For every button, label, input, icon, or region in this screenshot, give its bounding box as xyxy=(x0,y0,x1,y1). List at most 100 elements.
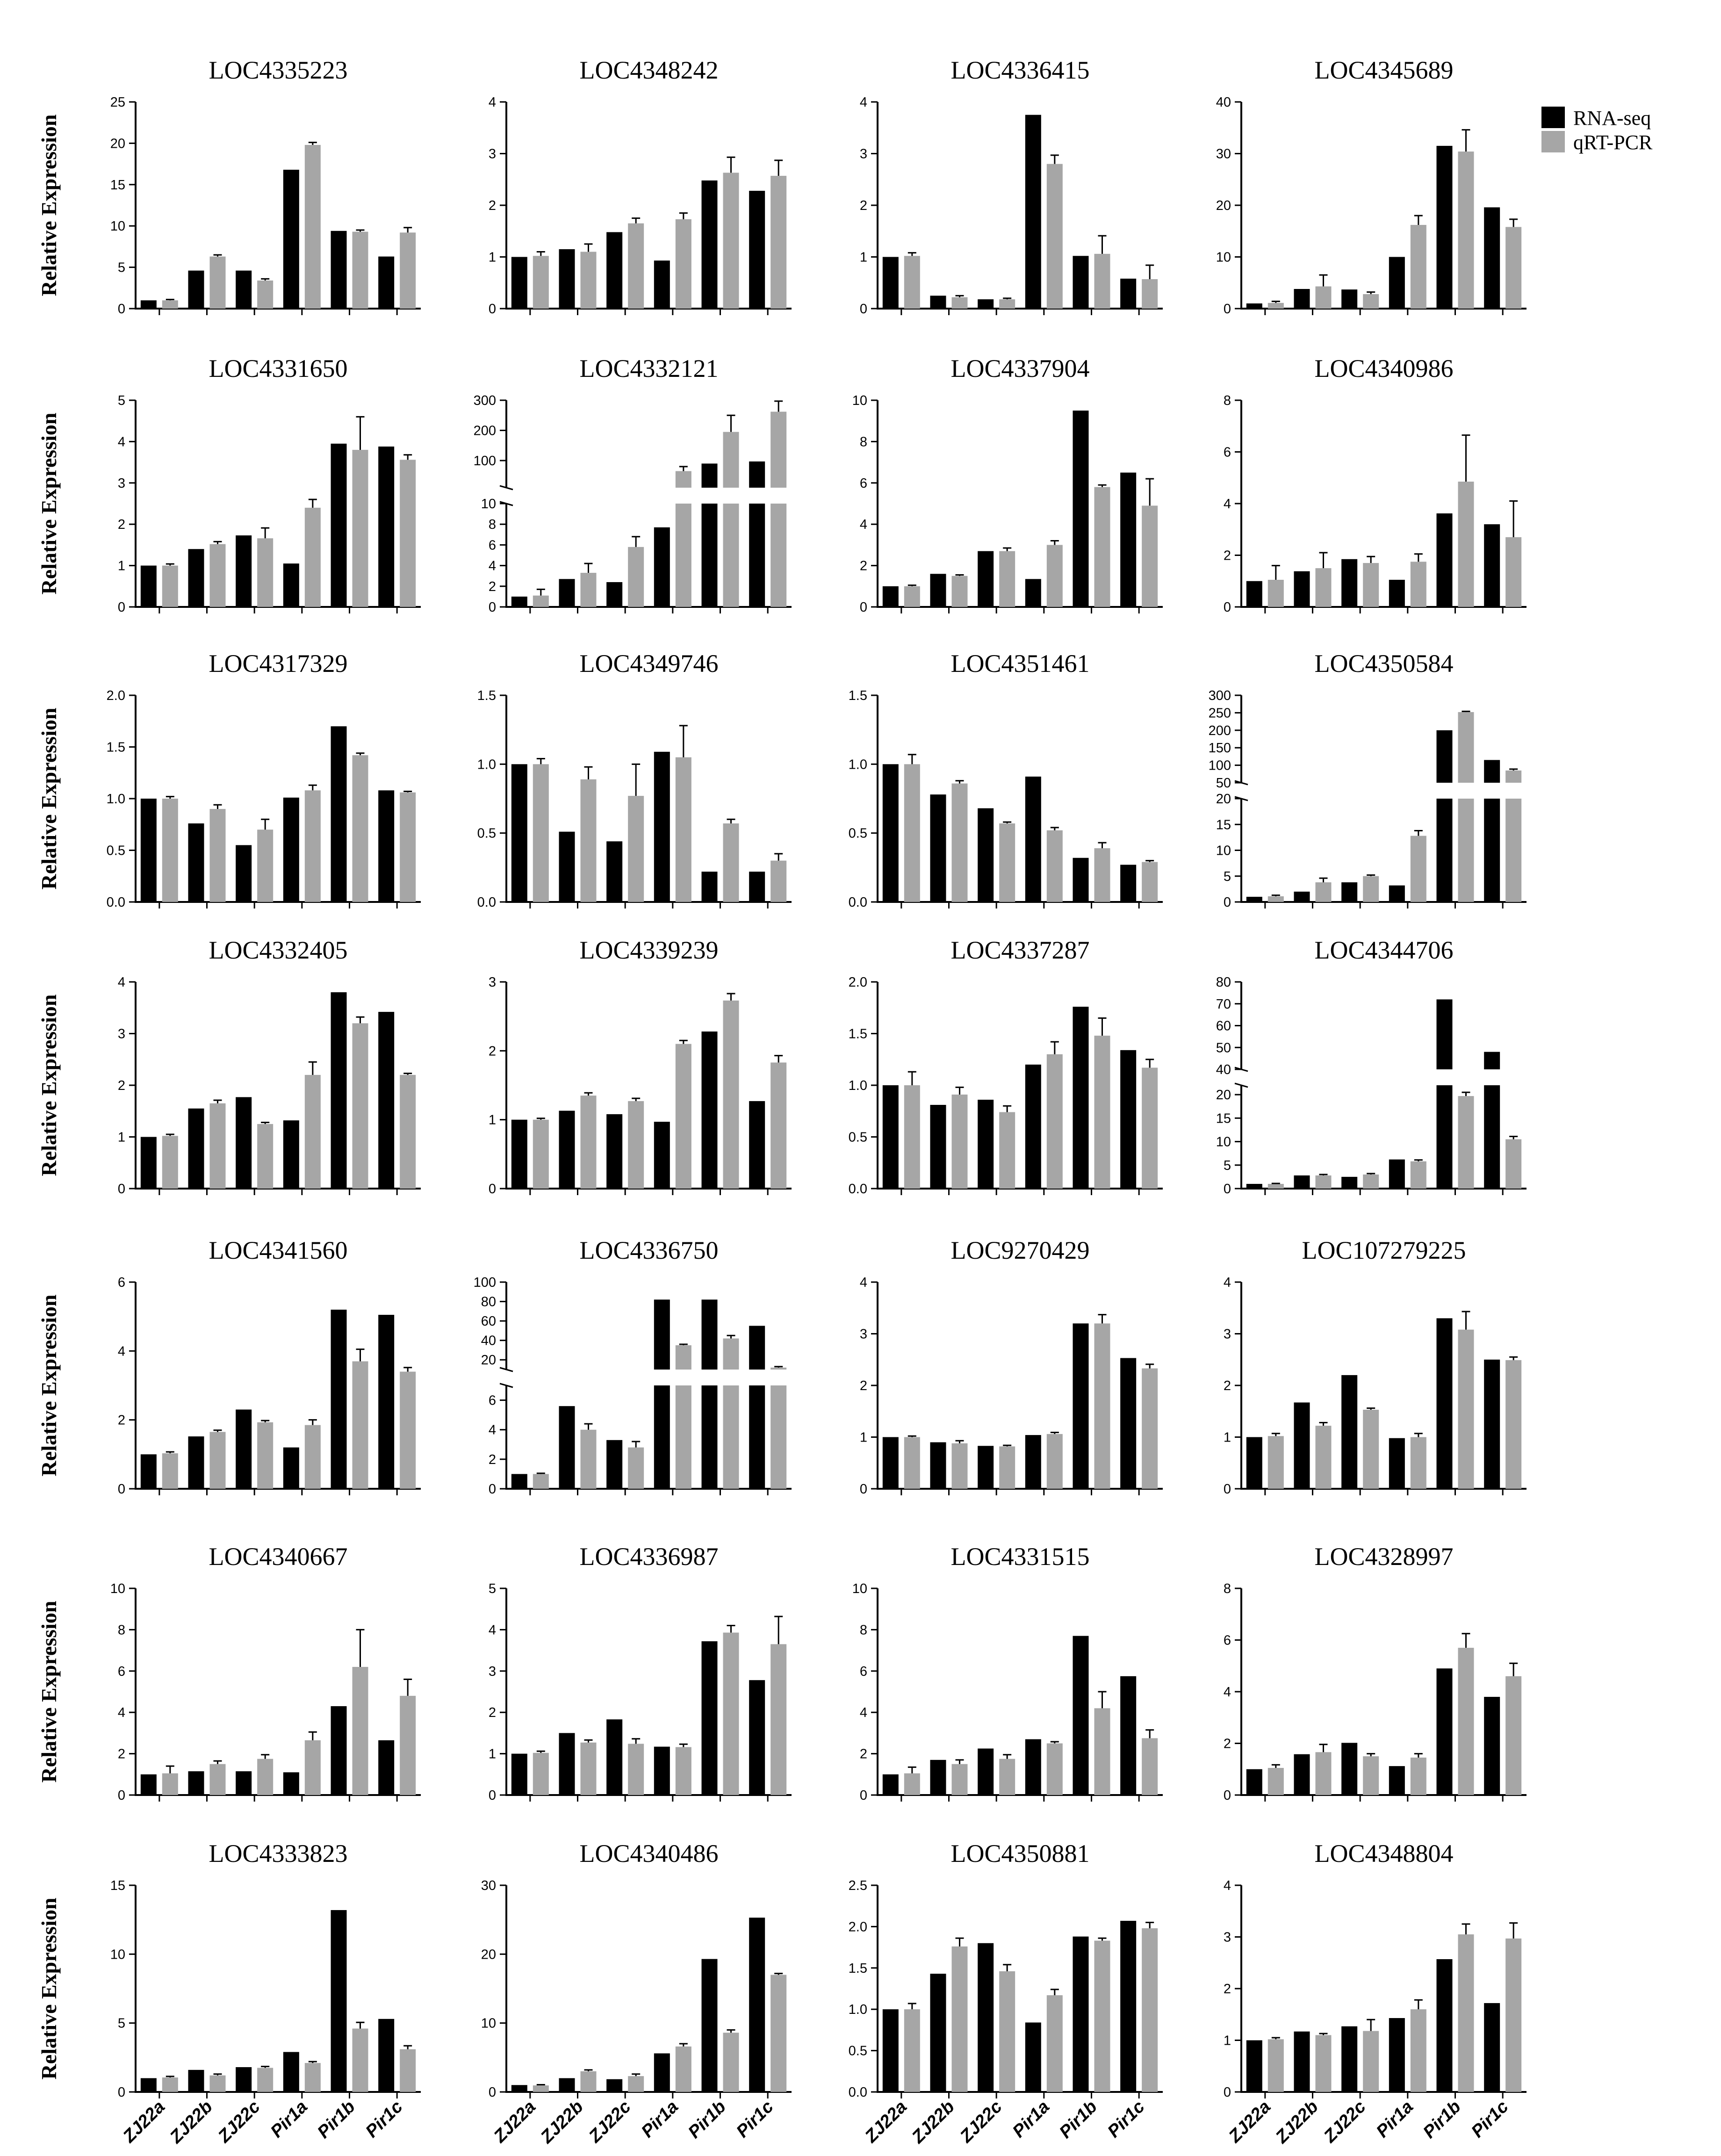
bar-rna-seq-zj22b xyxy=(1294,2031,1310,2092)
bar-rna-seq-zj22a xyxy=(1246,581,1262,607)
bar-qrt-pcr-pir1b xyxy=(1458,1648,1474,1795)
bar-rna-seq-pir1b xyxy=(701,1959,718,2092)
bar-qrt-pcr-pir1c xyxy=(400,460,416,607)
bar-rna-seq-zj22b xyxy=(559,2078,575,2092)
bar-rna-seq-pir1b xyxy=(1436,513,1453,607)
y-tick-label: 3 xyxy=(489,1664,496,1679)
x-tick-label: ZJ22c xyxy=(214,2097,264,2147)
y-tick-label: 6 xyxy=(860,476,867,491)
y-tick-label: 10 xyxy=(852,1581,867,1596)
bar-qrt-pcr-zj22a xyxy=(1267,2039,1284,2092)
x-tick-label: Pir1c xyxy=(733,2097,777,2142)
panel-title: LOC4350584 xyxy=(1315,649,1454,678)
bar-qrt-pcr-zj22a xyxy=(533,764,549,902)
y-tick-label: 2 xyxy=(860,198,867,213)
bar-qrt-pcr-zj22a xyxy=(904,764,920,902)
y-tick-label: 3 xyxy=(489,147,496,162)
bar-qrt-pcr-zj22b xyxy=(209,2075,226,2092)
y-tick-label: 15 xyxy=(110,1878,125,1893)
bar-qrt-pcr-pir1a xyxy=(1046,545,1063,607)
bar-qrt-pcr-zj22b xyxy=(951,783,968,902)
panel-title: LOC4340486 xyxy=(580,1839,719,1868)
bar-qrt-pcr-zj22c xyxy=(257,1422,274,1489)
bar-break-gap xyxy=(700,1370,719,1385)
bar-rna-seq-pir1c xyxy=(1484,2003,1500,2092)
bar-rna-seq-pir1a xyxy=(283,563,299,607)
bar-qrt-pcr-pir1a xyxy=(1410,224,1426,309)
bar-qrt-pcr-pir1c xyxy=(1142,1067,1158,1189)
bar-rna-seq-zj22b xyxy=(188,2069,204,2092)
bar-rna-seq-pir1b xyxy=(1073,1636,1089,1795)
bar-rna-seq-zj22c xyxy=(606,841,623,902)
y-tick-label: 2.5 xyxy=(849,1878,867,1893)
bar-rna-seq-zj22c xyxy=(978,551,994,607)
bar-qrt-pcr-pir1a xyxy=(1410,836,1426,902)
bar-break-gap xyxy=(770,488,788,504)
bar-qrt-pcr-zj22c xyxy=(999,1759,1015,1795)
y-tick-label: 8 xyxy=(860,434,867,449)
y-tick-label: 4 xyxy=(489,559,496,574)
bar-rna-seq-pir1a xyxy=(654,2053,670,2092)
x-tick-label: ZJ22c xyxy=(585,2097,635,2147)
y-tick-label: 10 xyxy=(481,2016,496,2031)
y-tick-label: 0 xyxy=(118,1788,125,1803)
bar-rna-seq-pir1b xyxy=(701,872,718,902)
bar-qrt-pcr-zj22a xyxy=(533,256,549,309)
y-tick-label: 30 xyxy=(481,1878,496,1893)
bar-rna-seq-zj22b xyxy=(930,296,946,309)
x-tick-label: Pir1a xyxy=(267,2097,311,2142)
bar-qrt-pcr-pir1c xyxy=(400,1074,416,1189)
bar-qrt-pcr-pir1b xyxy=(1458,1096,1474,1189)
y-tick-label: 4 xyxy=(860,1705,867,1720)
panel-title: LOC4341560 xyxy=(209,1236,348,1264)
bar-rna-seq-zj22b xyxy=(1294,1402,1310,1489)
bar-rna-seq-pir1b xyxy=(1436,1318,1453,1489)
bar-qrt-pcr-zj22b xyxy=(209,1103,226,1189)
bar-qrt-pcr-pir1a xyxy=(304,1074,321,1189)
bar-qrt-pcr-zj22c xyxy=(257,1124,274,1189)
bar-qrt-pcr-pir1a xyxy=(675,1345,691,1489)
y-tick-label: 10 xyxy=(110,219,125,234)
y-tick-label: 200 xyxy=(1209,723,1231,738)
bar-qrt-pcr-zj22c xyxy=(1363,1756,1379,1795)
panel-loc4333823: LOC4333823 Relative Expression 0 5 10 15 ZJ22a… xyxy=(37,1839,421,2148)
bar-rna-seq-pir1a xyxy=(283,1120,299,1189)
bar-qrt-pcr-zj22b xyxy=(1315,2035,1332,2092)
y-tick-label: 300 xyxy=(474,393,496,408)
bar-qrt-pcr-pir1c xyxy=(1505,1676,1522,1795)
bar-qrt-pcr-pir1c xyxy=(1142,1368,1158,1489)
panel-loc4345689: LOC4345689 0 10 20 30 40 xyxy=(1216,56,1527,317)
y-tick-label: 2 xyxy=(1224,1982,1231,1997)
bar-qrt-pcr-zj22a xyxy=(1267,1436,1284,1489)
bar-rna-seq-zj22a xyxy=(140,1137,157,1189)
y-tick-label: 6 xyxy=(489,538,496,553)
y-tick-label: 1 xyxy=(1224,2033,1231,2048)
bar-rna-seq-pir1a xyxy=(1389,2018,1405,2092)
bar-rna-seq-pir1b xyxy=(701,180,718,309)
y-tick-label: 0.5 xyxy=(849,1130,867,1145)
bar-qrt-pcr-zj22c xyxy=(628,1744,644,1795)
bar-rna-seq-pir1c xyxy=(1120,278,1137,309)
bar-rna-seq-zj22a xyxy=(511,1119,527,1189)
bar-rna-seq-pir1c xyxy=(378,1314,395,1489)
x-tick-label: Pir1c xyxy=(1104,2097,1148,2142)
y-tick-label: 2 xyxy=(489,1044,496,1059)
y-tick-label: 0 xyxy=(860,302,867,317)
y-tick-label: 8 xyxy=(1224,1581,1231,1596)
bar-qrt-pcr-pir1b xyxy=(352,231,368,309)
bar-rna-seq-zj22a xyxy=(882,257,899,309)
y-tick-label: 1.5 xyxy=(477,688,496,703)
y-tick-label: 3 xyxy=(1224,1930,1231,1945)
bar-qrt-pcr-zj22a xyxy=(162,1136,178,1189)
bar-rna-seq-pir1a xyxy=(1389,257,1405,309)
bar-rna-seq-zj22b xyxy=(1294,1754,1310,1795)
bar-rna-seq-pir1a xyxy=(654,1746,670,1795)
bar-qrt-pcr-zj22a xyxy=(533,595,549,607)
y-axis-label: Relative Expression xyxy=(37,995,61,1176)
x-tick-label: ZJ22b xyxy=(1272,2097,1322,2148)
panel-title: LOC4340986 xyxy=(1315,354,1454,382)
bar-qrt-pcr-pir1a xyxy=(1046,1743,1063,1795)
bar-qrt-pcr-pir1b xyxy=(352,1023,368,1189)
